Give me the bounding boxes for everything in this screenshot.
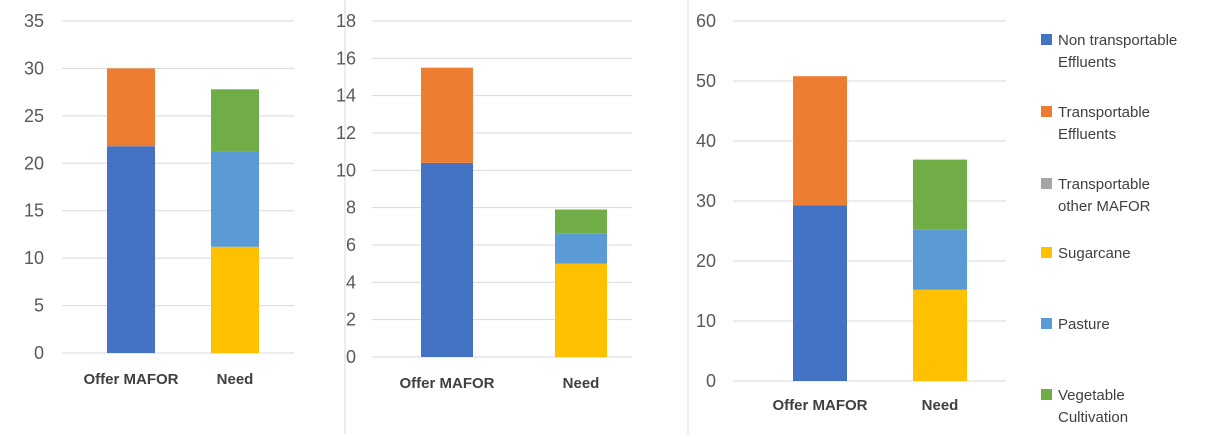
- category-label: Need: [217, 371, 254, 388]
- y-tick-label: 10: [336, 160, 356, 180]
- category-label: Offer MAFOR: [400, 375, 495, 392]
- bar-segment: [555, 263, 607, 357]
- legend-label: Vegetable: [1058, 387, 1125, 404]
- category-label: Need: [563, 375, 600, 392]
- y-tick-label: 0: [346, 347, 356, 367]
- y-tick-label: 16: [336, 48, 356, 68]
- legend-label: Transportable: [1058, 176, 1150, 193]
- bar-segment: [211, 89, 259, 152]
- legend-label: Cultivation: [1058, 409, 1128, 426]
- bar-segment: [555, 233, 607, 264]
- y-tick-label: 30: [696, 191, 716, 211]
- legend-label: Sugarcane: [1058, 245, 1131, 262]
- legend-label: other MAFOR: [1058, 198, 1151, 215]
- legend-label: Transportable: [1058, 104, 1150, 121]
- y-tick-label: 5: [34, 296, 44, 316]
- bar-segment: [421, 67, 473, 163]
- legend-swatch: [1041, 247, 1052, 258]
- bar-segment: [913, 159, 967, 230]
- legend-label: Effluents: [1058, 126, 1116, 143]
- y-tick-label: 0: [706, 371, 716, 391]
- legend-swatch: [1041, 318, 1052, 329]
- y-tick-label: 20: [696, 251, 716, 271]
- bar-segment: [913, 229, 967, 290]
- y-tick-label: 60: [696, 11, 716, 31]
- y-tick-label: 8: [346, 198, 356, 218]
- bar-segment: [107, 146, 155, 353]
- y-tick-label: 14: [336, 86, 356, 106]
- category-label: Need: [922, 397, 959, 414]
- category-label: Offer MAFOR: [84, 371, 179, 388]
- bar-segment: [793, 205, 847, 381]
- y-tick-label: 30: [24, 58, 44, 78]
- legend-swatch: [1041, 34, 1052, 45]
- bar-segment: [107, 68, 155, 147]
- legend-label: Effluents: [1058, 54, 1116, 71]
- y-tick-label: 0: [34, 343, 44, 363]
- y-tick-label: 2: [346, 310, 356, 330]
- y-tick-label: 10: [696, 311, 716, 331]
- y-tick-label: 12: [336, 123, 356, 143]
- bar-segment: [913, 289, 967, 381]
- y-tick-label: 35: [24, 11, 44, 31]
- y-tick-label: 4: [346, 272, 356, 292]
- y-tick-label: 50: [696, 71, 716, 91]
- bar-segment: [793, 76, 847, 206]
- legend-label: Non transportable: [1058, 32, 1177, 49]
- y-tick-label: 20: [24, 153, 44, 173]
- y-tick-label: 40: [696, 131, 716, 151]
- bar-segment: [211, 246, 259, 353]
- legend-label: Pasture: [1058, 316, 1110, 333]
- legend-swatch: [1041, 106, 1052, 117]
- y-tick-label: 15: [24, 201, 44, 221]
- y-tick-label: 25: [24, 106, 44, 126]
- bar-segment: [555, 209, 607, 234]
- y-tick-label: 10: [24, 248, 44, 268]
- bar-segment: [421, 162, 473, 357]
- legend-swatch: [1041, 389, 1052, 400]
- bar-segment: [211, 151, 259, 247]
- legend-swatch: [1041, 178, 1052, 189]
- y-tick-label: 18: [336, 11, 356, 31]
- category-label: Offer MAFOR: [773, 397, 868, 414]
- y-tick-label: 6: [346, 235, 356, 255]
